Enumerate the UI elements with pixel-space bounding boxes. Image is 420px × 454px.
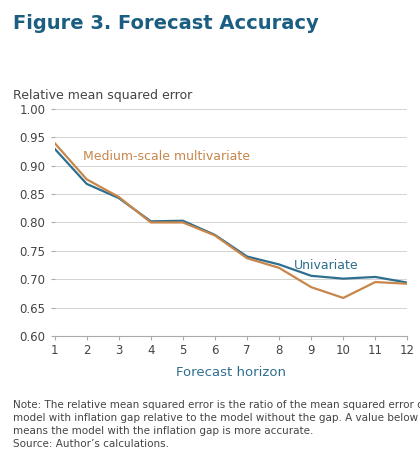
Text: Medium-scale multivariate: Medium-scale multivariate — [84, 150, 250, 163]
X-axis label: Forecast horizon: Forecast horizon — [176, 365, 286, 379]
Text: Univariate: Univariate — [294, 259, 358, 272]
Text: Note: The relative mean squared error is the ratio of the mean squared error of : Note: The relative mean squared error is… — [13, 400, 420, 449]
Text: Relative mean squared error: Relative mean squared error — [13, 89, 192, 102]
Text: Figure 3. Forecast Accuracy: Figure 3. Forecast Accuracy — [13, 14, 318, 33]
